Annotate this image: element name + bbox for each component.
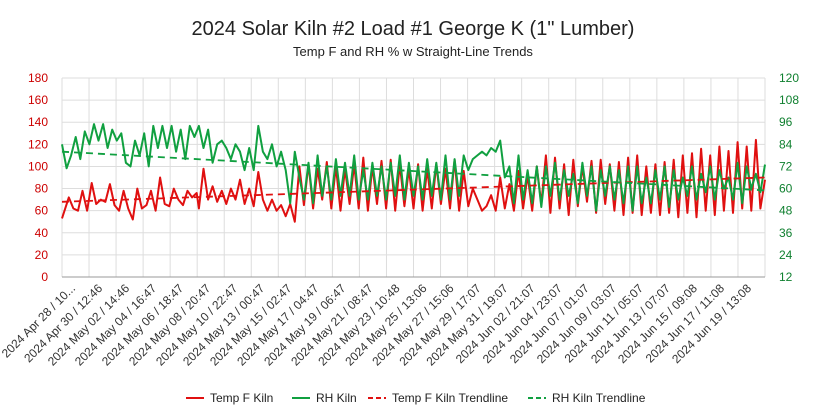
left-y-tick-label: 40 <box>35 226 49 240</box>
left-y-tick-label: 100 <box>28 159 48 173</box>
temp-f-kiln-trendline-line <box>61 176 766 203</box>
legend-label: RH Kiln <box>316 391 357 405</box>
chart-subtitle: Temp F and RH % w Straight-Line Trends <box>293 44 533 59</box>
right-y-tick-label: 84 <box>779 137 793 151</box>
right-y-tick-label: 60 <box>779 182 793 196</box>
right-y-tick-label: 120 <box>779 71 799 85</box>
series-lines <box>61 123 766 223</box>
right-y-tick-label: 72 <box>779 159 793 173</box>
left-y-tick-label: 120 <box>28 137 48 151</box>
legend-label: Temp F Kiln <box>210 391 273 405</box>
left-y-tick-label: 160 <box>28 93 48 107</box>
x-axis: 2024 Apr 28 / 10...2024 Apr 30 / 12:4620… <box>0 281 754 369</box>
right-y-tick-label: 96 <box>779 115 793 129</box>
grid-lines <box>61 77 766 278</box>
right-y-axis: 12 24 36 48 60 72 84 96 108 120 <box>779 71 799 284</box>
rh-kiln-line <box>61 123 766 212</box>
legend-label: RH Kiln Trendline <box>552 391 646 405</box>
chart-title: 2024 Solar Kiln #2 Load #1 George K (1" … <box>192 18 635 40</box>
left-y-axis: 0 20 40 60 80 100 120 140 160 180 <box>28 71 48 284</box>
legend: Temp F Kiln RH Kiln Temp F Kiln Trendline R… <box>186 391 646 405</box>
left-y-tick-label: 180 <box>28 71 48 85</box>
right-y-tick-label: 108 <box>779 93 799 107</box>
right-y-tick-label: 24 <box>779 248 793 262</box>
rh-kiln-trendline-line <box>61 150 766 192</box>
left-y-tick-label: 0 <box>41 270 48 284</box>
left-y-tick-label: 20 <box>35 248 49 262</box>
legend-label: Temp F Kiln Trendline <box>392 391 508 405</box>
left-y-tick-label: 80 <box>35 182 49 196</box>
left-y-tick-label: 60 <box>35 204 49 218</box>
right-y-tick-label: 36 <box>779 226 793 240</box>
right-y-tick-label: 48 <box>779 204 793 218</box>
right-y-tick-label: 12 <box>779 270 793 284</box>
left-y-tick-label: 140 <box>28 115 48 129</box>
